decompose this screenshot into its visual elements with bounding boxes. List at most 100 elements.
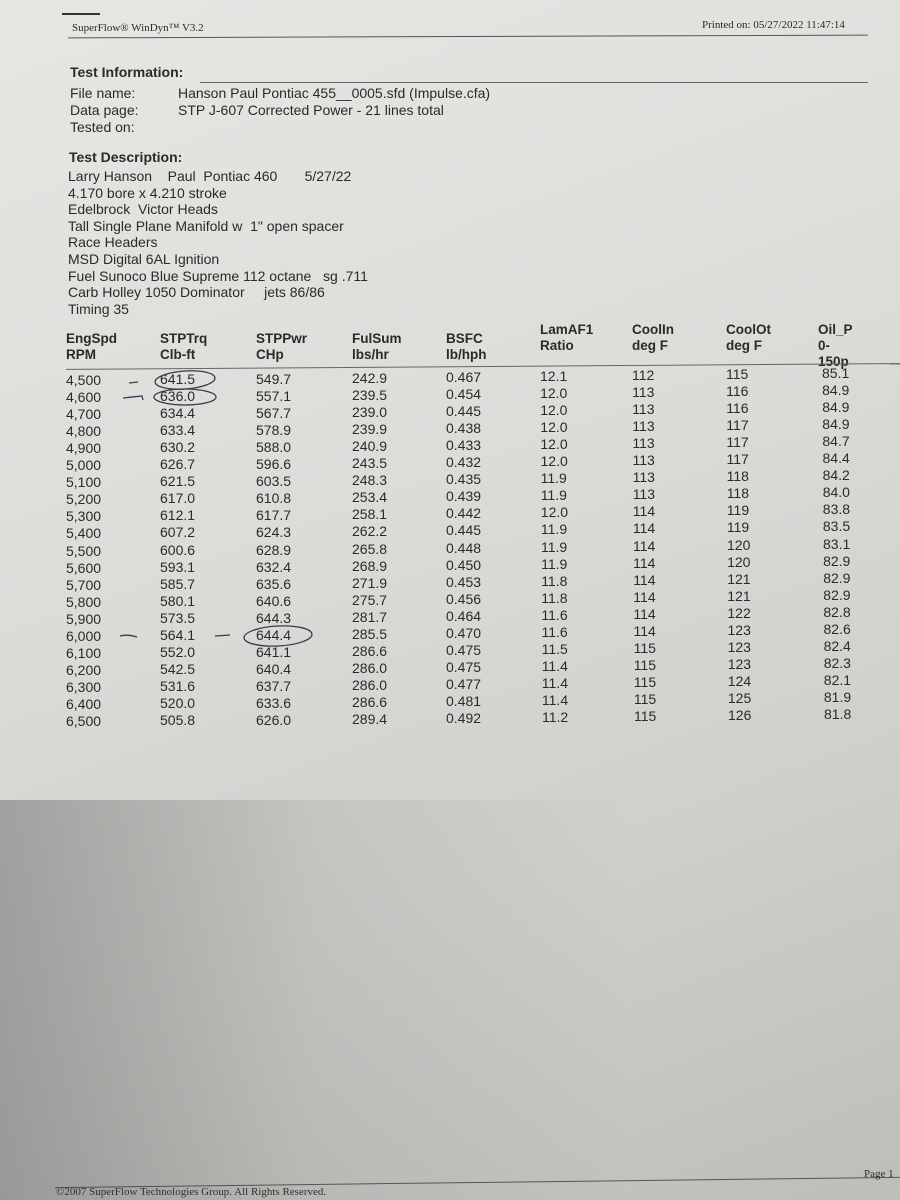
table-cell: 11.5 <box>541 640 568 657</box>
table-cell: 82.9 <box>823 586 851 603</box>
table-cell: 239.0 <box>352 404 388 421</box>
table-cell: 116 <box>726 383 749 400</box>
table-cell: 265.8 <box>352 540 388 557</box>
table-cell: 115 <box>633 656 657 673</box>
table-cell: 84.4 <box>822 450 850 467</box>
table-cell: 5,800 <box>66 593 102 610</box>
table-cell: 114 <box>633 554 656 571</box>
column-name: EngSpd <box>66 331 117 346</box>
table-cell: 628.9 <box>256 541 292 558</box>
table-cell: 0.454 <box>446 386 482 403</box>
table-cell: 626.7 <box>160 456 196 473</box>
table-cell: 118 <box>726 468 749 485</box>
table-cell: 617.7 <box>256 507 292 524</box>
test-information-title: Test Information: <box>70 64 184 80</box>
column-unit: CHp <box>256 347 284 362</box>
table-cell: 633.6 <box>256 694 292 711</box>
info-label: File name: <box>70 85 136 101</box>
table-cell: 123 <box>727 638 751 655</box>
table-cell: 239.5 <box>352 387 388 404</box>
table-cell: 520.0 <box>160 694 196 711</box>
table-cell: 122 <box>727 604 751 621</box>
table-cell: 115 <box>634 708 657 724</box>
table-cell: 113 <box>632 486 656 503</box>
table-cell: 285.5 <box>352 625 388 642</box>
table-cell: 239.9 <box>352 421 388 438</box>
table-cell: 286.6 <box>352 642 388 659</box>
table-cell: 596.6 <box>256 456 292 473</box>
column-name: Oil_P <box>818 322 853 337</box>
table-cell: 0.477 <box>446 675 482 692</box>
table-cell: 644.4 <box>256 626 292 643</box>
column-header: STPTrq Clb-ft <box>160 331 207 363</box>
table-cell: 113 <box>632 401 655 418</box>
table-cell: 12.1 <box>540 368 568 384</box>
printed-on: Printed on: 05/27/2022 11:47:14 <box>702 19 845 31</box>
info-value: Hanson Paul Pontiac 455__0005.sfd (Impul… <box>178 85 491 101</box>
table-cell: 286.0 <box>352 659 388 676</box>
table-cell: 0.475 <box>446 641 482 658</box>
table-cell: 11.4 <box>541 674 569 691</box>
table-cell: 6,500 <box>66 713 102 729</box>
table-cell: 0.467 <box>446 369 482 385</box>
table-cell: 12.0 <box>540 504 569 521</box>
table-cell: 4,600 <box>66 389 102 406</box>
table-cell: 85.1 <box>822 365 850 381</box>
table-cell: 11.4 <box>541 691 569 708</box>
table-cell: 5,700 <box>66 576 102 593</box>
table-cell: 11.2 <box>542 709 569 725</box>
info-label: Tested on: <box>70 119 135 135</box>
column-header: FulSum lbs/hr <box>352 331 402 363</box>
description-line: Race Headers <box>68 234 158 251</box>
table-cell: 4,500 <box>66 372 102 388</box>
table-cell: 243.5 <box>352 455 388 472</box>
table-cell: 0.456 <box>446 590 482 607</box>
table-cell: 633.4 <box>160 422 196 439</box>
table-cell: 262.2 <box>352 523 388 540</box>
pen-mark <box>62 13 100 15</box>
table-cell: 11.8 <box>541 589 568 606</box>
table-cell: 242.9 <box>352 370 388 386</box>
table-cell: 83.5 <box>822 518 851 535</box>
table-cell: 11.4 <box>541 657 568 674</box>
table-cell: 126 <box>728 707 752 723</box>
table-cell: 286.6 <box>352 693 388 710</box>
table-cell: 82.3 <box>823 654 851 671</box>
table-cell: 84.9 <box>822 382 850 399</box>
table-cell: 0.481 <box>446 692 482 709</box>
table-cell: 531.6 <box>160 677 196 694</box>
table-cell: 117 <box>726 417 749 434</box>
table-cell: 644.3 <box>256 609 292 626</box>
table-cell: 0.448 <box>446 539 482 556</box>
table-cell: 84.7 <box>822 433 850 450</box>
table-cell: 11.9 <box>541 538 568 555</box>
table-cell: 640.6 <box>256 592 292 609</box>
table-cell: 113 <box>632 418 655 435</box>
table-cell: 82.8 <box>823 603 851 620</box>
table-cell: 5,900 <box>66 610 102 627</box>
table-cell: 258.1 <box>352 506 388 523</box>
column-name: LamAF1 <box>540 322 594 337</box>
table-cell: 5,100 <box>66 474 102 491</box>
table-cell: 5,600 <box>66 559 102 576</box>
table-cell: 630.2 <box>160 439 196 456</box>
table-cell: 578.9 <box>256 422 292 439</box>
table-cell: 81.9 <box>823 688 852 705</box>
table-cell: 636.0 <box>160 388 196 405</box>
table-cell: 0.464 <box>446 607 482 624</box>
description-line: Timing 35 <box>68 300 129 317</box>
table-cell: 6,000 <box>66 627 102 644</box>
table-cell: 125 <box>727 689 752 706</box>
table-cell: 275.7 <box>352 591 388 608</box>
table-cell: 120 <box>727 553 751 570</box>
table-cell: 118 <box>726 485 750 502</box>
table-cell: 84.9 <box>822 416 850 433</box>
dash-mark <box>128 381 139 384</box>
table-cell: 123 <box>727 655 752 672</box>
column-unit: lb/hph <box>446 347 487 362</box>
table-cell: 114 <box>632 503 656 520</box>
table-cell: 612.1 <box>160 507 196 524</box>
table-cell: 585.7 <box>160 575 196 592</box>
column-name: CoolOt <box>726 322 771 337</box>
table-cell: 580.1 <box>160 592 196 609</box>
